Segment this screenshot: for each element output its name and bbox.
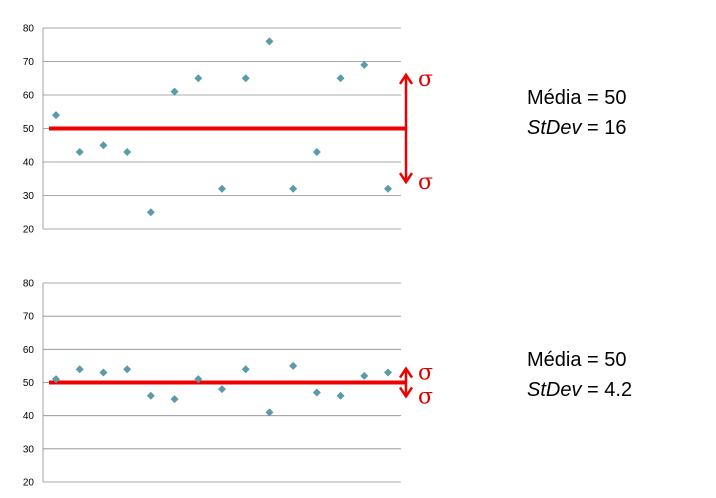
data-point — [194, 375, 203, 384]
mean-label-bottom: Média = 50 — [527, 349, 627, 371]
y-tick-label: 50 — [23, 378, 35, 389]
sigma-label-lower: σ — [418, 170, 433, 195]
y-tick-label: 20 — [23, 225, 35, 236]
data-point — [289, 361, 298, 370]
data-point — [75, 365, 84, 374]
data-point — [384, 184, 392, 193]
y-tick-label: 30 — [23, 191, 35, 202]
y-tick-label: 30 — [23, 444, 35, 455]
y-tick-label: 60 — [23, 91, 35, 102]
y-tick-label: 80 — [23, 279, 35, 290]
data-point — [384, 368, 392, 377]
data-point — [170, 395, 179, 404]
sigma-label-upper: σ — [418, 361, 433, 386]
data-point — [312, 388, 321, 397]
data-point — [146, 391, 155, 400]
stdev-label-bottom: StDev = 4.2 — [527, 375, 632, 405]
data-point — [99, 141, 108, 150]
data-point — [265, 37, 274, 46]
data-point — [218, 184, 226, 193]
y-tick-label: 40 — [23, 158, 35, 169]
stdev-value-top: = 16 — [581, 117, 627, 139]
y-tick-label: 70 — [23, 312, 35, 323]
y-tick-label: 50 — [23, 124, 35, 135]
data-point — [289, 184, 298, 193]
sigma-arrow-down-head — [398, 172, 414, 185]
y-tick-label: 80 — [23, 24, 35, 35]
stdev-label-top: StDev = 16 — [527, 113, 627, 143]
data-point — [52, 111, 60, 120]
stdev-value-bottom: = 4.2 — [581, 379, 633, 401]
data-point — [123, 365, 132, 374]
mean-label-top: Média = 50 — [527, 87, 627, 109]
data-point — [360, 371, 369, 380]
sigma-arrow-up-head — [398, 366, 414, 379]
y-tick-label: 20 — [23, 478, 35, 489]
data-point — [336, 391, 345, 400]
data-point — [123, 147, 132, 156]
scatter-chart-high-variance: 20 30 40 50 60 70 80 σ σ — [23, 24, 433, 236]
data-point — [75, 147, 84, 156]
data-point — [218, 385, 226, 394]
data-point — [99, 368, 108, 377]
stats-top: Média = 50 StDev = 16 — [527, 83, 627, 143]
sigma-arrow-up-head — [398, 72, 414, 85]
stats-bottom: Média = 50 StDev = 4.2 — [527, 345, 632, 405]
y-tick-label: 60 — [23, 345, 35, 356]
scatter-chart-low-variance: 20 30 40 50 60 70 80 σσ — [23, 279, 433, 489]
stdev-name-top: StDev — [527, 117, 582, 139]
data-point — [336, 74, 345, 83]
data-point — [241, 74, 250, 83]
data-point — [52, 375, 60, 384]
stdev-name-bottom: StDev — [527, 379, 582, 401]
data-point — [241, 365, 250, 374]
y-tick-label: 40 — [23, 411, 35, 422]
data-point — [312, 147, 321, 156]
sigma-label-upper: σ — [418, 67, 433, 92]
data-point — [146, 208, 155, 217]
data-point — [194, 74, 203, 83]
data-point — [360, 60, 369, 69]
data-point — [265, 408, 274, 417]
sigma-label-lower: σ — [418, 384, 433, 409]
y-tick-label: 70 — [23, 57, 35, 68]
sigma-arrow-down-head — [398, 386, 414, 399]
data-point — [170, 87, 179, 96]
